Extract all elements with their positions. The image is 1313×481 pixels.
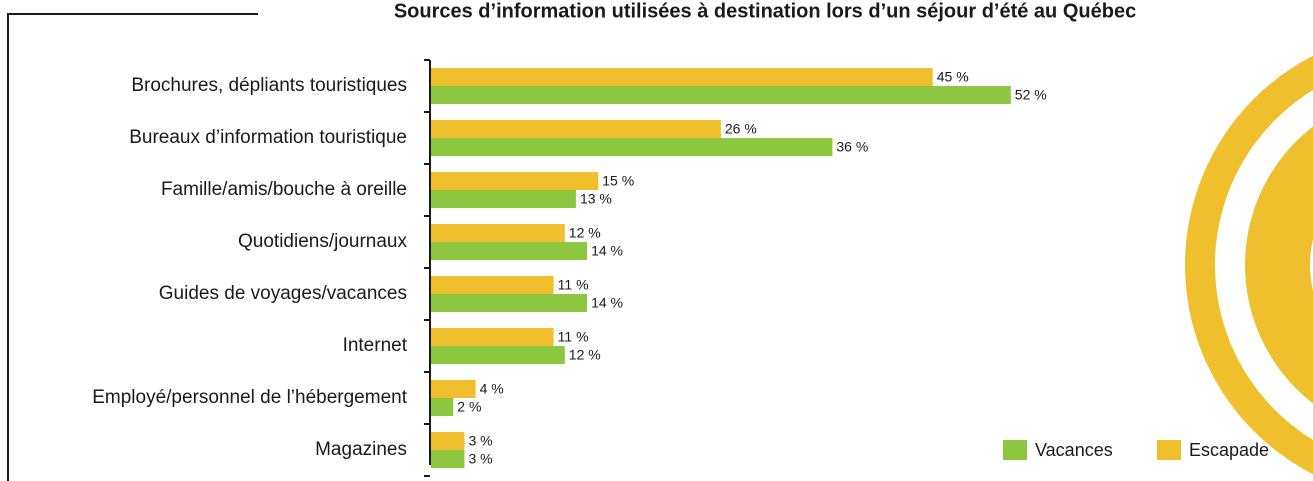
bar (431, 380, 476, 398)
value-label: 4 % (480, 381, 504, 397)
category-label: Bureaux d’information touristique (129, 127, 407, 148)
category-label: Quotidiens/journaux (238, 231, 407, 252)
value-label: 13 % (580, 191, 612, 207)
value-label: 14 % (591, 295, 623, 311)
bar (431, 120, 721, 138)
category-label: Internet (343, 335, 408, 356)
bar (431, 432, 464, 450)
bar (431, 172, 598, 190)
bar (431, 224, 565, 242)
chart-title: Sources d’information utilisées à destin… (394, 0, 1136, 22)
legend-swatch (1157, 440, 1181, 460)
value-label: 36 % (836, 139, 868, 155)
bar (431, 346, 565, 364)
bar (431, 68, 933, 86)
value-label: 12 % (569, 347, 601, 363)
legend-label: Escapade (1189, 440, 1269, 460)
bar (431, 398, 453, 416)
bar (431, 294, 587, 312)
value-label: 26 % (725, 121, 757, 137)
value-label: 15 % (602, 173, 634, 189)
bar (431, 276, 554, 294)
category-label: Brochures, dépliants touristiques (131, 75, 407, 96)
bar (431, 450, 464, 468)
legend-swatch (1003, 440, 1027, 460)
value-label: 45 % (937, 69, 969, 85)
bar (431, 138, 832, 156)
sun-decoration (1185, 30, 1313, 481)
category-label: Magazines (315, 439, 407, 460)
value-label: 3 % (468, 451, 492, 467)
page: {"chart_data": {"type": "bar", "orientat… (0, 0, 1313, 481)
category-label: Famille/amis/bouche à oreille (161, 179, 407, 200)
bar (431, 328, 554, 346)
bar (431, 190, 576, 208)
value-label: 52 % (1015, 87, 1047, 103)
bar (431, 242, 587, 260)
value-label: 14 % (591, 243, 623, 259)
value-label: 11 % (558, 277, 589, 293)
value-label: 2 % (457, 399, 481, 415)
chart: Sources d’information utilisées à destin… (0, 0, 1313, 481)
value-label: 11 % (558, 329, 589, 345)
category-label: Employé/personnel de l’hébergement (92, 387, 407, 408)
value-label: 12 % (569, 225, 601, 241)
value-label: 3 % (468, 433, 492, 449)
bar (431, 86, 1011, 104)
category-label: Guides de voyages/vacances (159, 283, 407, 304)
legend-label: Vacances (1035, 440, 1113, 460)
